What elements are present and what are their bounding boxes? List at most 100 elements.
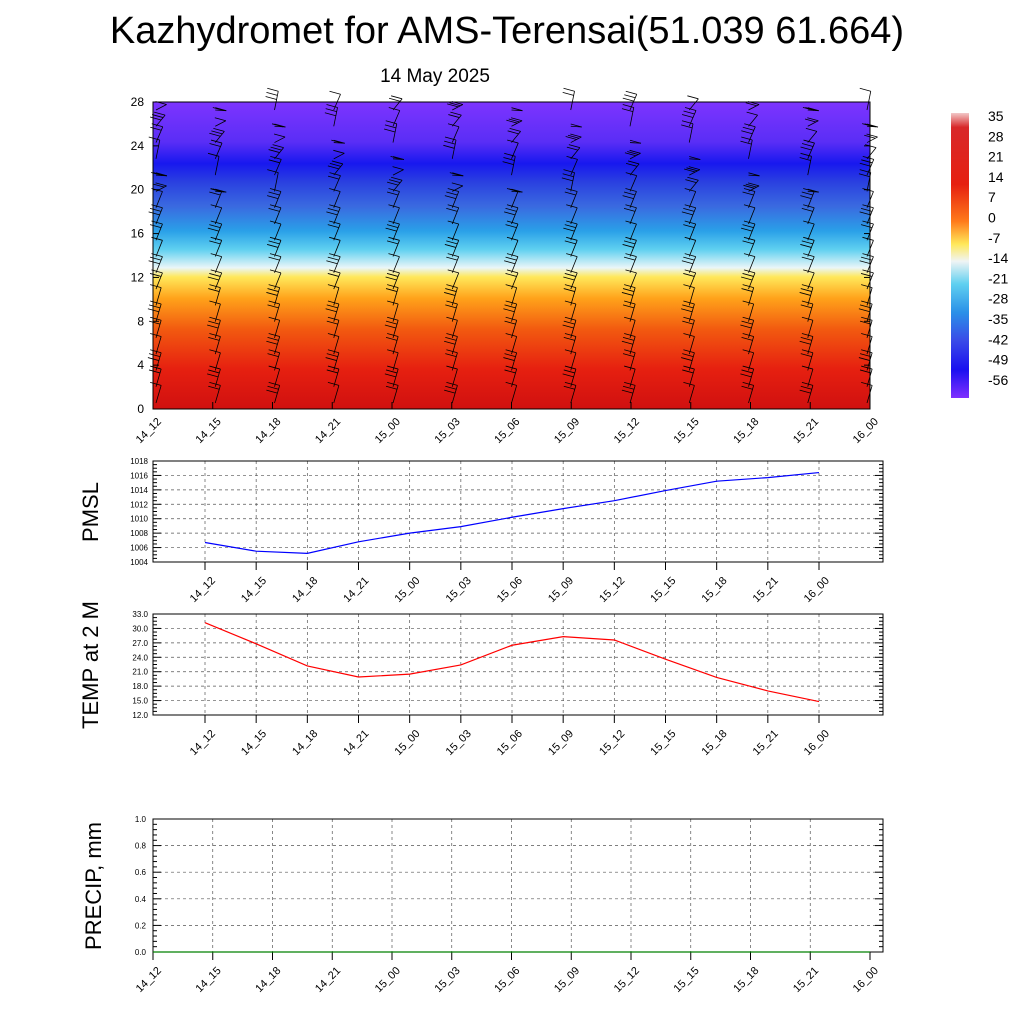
wind-barb [626, 160, 640, 176]
pmsl-y-tick-label: 1004 [130, 558, 148, 567]
wind-barb [325, 349, 340, 371]
wind-barb [385, 220, 400, 241]
wind-barb [689, 156, 701, 160]
wind-barb [622, 349, 636, 371]
wind-barb [621, 333, 636, 355]
temp-y-tick-label: 21.0 [132, 668, 148, 677]
pmsl-y-tick-label: 1008 [130, 529, 148, 538]
colorbar-label: 28 [988, 128, 1004, 144]
wind-barb [266, 333, 281, 355]
profile-x-tick-label: 15_06 [492, 416, 522, 446]
pmsl-x-tick-label: 15_18 [699, 575, 729, 605]
pmsl-x-tick-label: 14_15 [239, 575, 269, 605]
pmsl-x-tick-label: 15_03 [444, 575, 474, 605]
wind-barb [683, 333, 695, 355]
wind-barb [271, 123, 286, 128]
wind-barb [511, 107, 523, 112]
wind-barb [629, 139, 642, 144]
wind-barb [683, 284, 695, 306]
pmsl-y-tick-label: 1016 [130, 471, 148, 480]
wind-barb [740, 136, 753, 159]
precip-x-tick-label: 14_21 [313, 965, 343, 995]
wind-barb [681, 300, 695, 322]
wind-barb [214, 117, 227, 127]
profile-y-tick-label: 0 [137, 402, 144, 416]
pmsl-x-tick-label: 15_12 [597, 575, 627, 605]
wind-barb [267, 169, 279, 192]
wind-barb [503, 300, 518, 322]
wind-barb [444, 381, 458, 404]
wind-barb [327, 333, 340, 355]
wind-barb [800, 349, 814, 371]
wind-barb [445, 349, 458, 371]
wind-barb [209, 300, 221, 322]
precip-x-tick-label: 15_09 [552, 965, 582, 995]
pmsl-y-tick-label: 1018 [130, 457, 148, 466]
profile-x-tick-label: 14_15 [194, 416, 224, 446]
temp-x-tick-label: 14_12 [188, 728, 218, 758]
wind-barb [267, 188, 282, 208]
wind-barb [268, 365, 281, 387]
colorbar-scale [951, 113, 969, 398]
precip-y-tick-label: 0.6 [135, 868, 147, 877]
pmsl-x-tick-label: 14_12 [188, 575, 218, 605]
wind-barb [150, 284, 162, 306]
wind-barb [801, 365, 814, 387]
wind-barb [741, 269, 756, 290]
wind-barb [805, 127, 818, 143]
precip-y-axis: 0.0 0.2 0.4 0.6 0.8 1.0 [135, 815, 883, 957]
wind-barb [740, 316, 755, 339]
wind-barb [564, 349, 577, 371]
wind-barb [449, 172, 464, 177]
temp-y-label: TEMP at 2 M [78, 601, 103, 729]
profile-x-tick-label: 15_00 [373, 416, 403, 446]
colorbar-label: -7 [988, 230, 1001, 246]
wind-barb [384, 365, 399, 387]
colorbar-label: 21 [988, 149, 1004, 165]
wind-barb [504, 316, 518, 339]
pmsl-y-label: PMSL [78, 482, 103, 542]
wind-barb [563, 284, 577, 306]
precip-x-tick-label: 14_12 [134, 965, 164, 995]
precip-y-tick-label: 0.2 [135, 921, 147, 930]
profile-x-tick-label: 15_15 [672, 416, 702, 446]
wind-barb [742, 349, 755, 371]
pmsl-x-tick-label: 16_00 [802, 575, 832, 605]
pmsl-x-axis: 14_12 14_15 14_18 14_21 15_00 15_03 15_06 15_09… [188, 562, 832, 605]
pmsl-x-tick-label: 15_21 [751, 575, 781, 605]
colorbar-label: 7 [988, 189, 996, 205]
wind-barb [799, 333, 814, 355]
wind-barb [266, 284, 281, 306]
temp-x-tick-label: 15_09 [546, 728, 576, 758]
pmsl-y-axis: 1004 1006 1008 1010 1012 1014 1016 1018 [130, 457, 883, 567]
wind-barb [742, 188, 756, 208]
temp-y-tick-label: 18.0 [132, 682, 148, 691]
precip-x-tick-label: 16_00 [851, 965, 881, 995]
wind-barb [683, 381, 695, 404]
precip-x-tick-label: 15_21 [791, 965, 821, 995]
temp-y-axis: 12.0 15.0 18.0 21.0 24.0 27.0 30.0 33.0 [132, 610, 883, 720]
colorbar-label: -21 [988, 270, 1008, 286]
precip-x-tick-label: 15_03 [433, 965, 463, 995]
wind-barb [748, 172, 760, 177]
pmsl-grid [153, 461, 883, 562]
wind-barb [624, 365, 636, 387]
wind-barb [443, 136, 457, 159]
profile-x-tick-label: 15_18 [731, 416, 761, 446]
profile-x-tick-label: 16_00 [851, 416, 881, 446]
colorbar-label: -49 [988, 352, 1008, 368]
wind-barb [266, 381, 281, 404]
wind-barb [807, 188, 819, 193]
wind-barb [565, 133, 582, 143]
wind-barb [503, 349, 518, 371]
wind-barb [446, 365, 458, 387]
profile-x-tick-label: 15_09 [552, 416, 582, 446]
precip-y-tick-label: 0.8 [135, 842, 147, 851]
wind-barb [562, 365, 577, 387]
profile-x-tick-label: 14_18 [253, 416, 283, 446]
pmsl-y-tick-label: 1014 [130, 486, 148, 495]
temp-x-tick-label: 15_00 [392, 728, 422, 758]
temp-x-tick-label: 15_06 [495, 728, 525, 758]
temp-x-tick-label: 14_21 [341, 728, 371, 758]
profile-y-tick-label: 24 [131, 139, 145, 153]
